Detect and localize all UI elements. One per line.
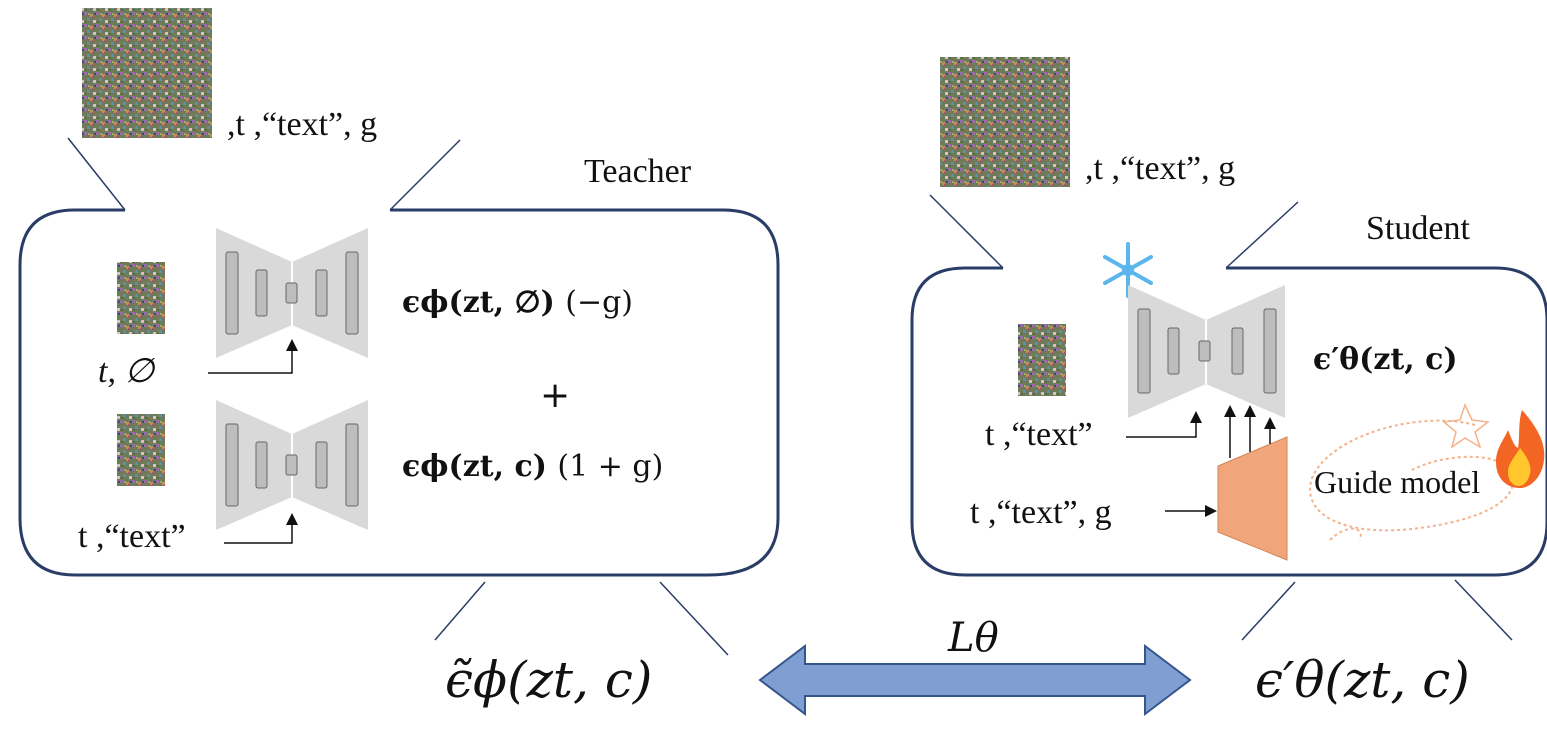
teacher-coef-cond: (1 + g) bbox=[557, 449, 664, 484]
student-noise-image bbox=[1018, 324, 1066, 396]
teacher-funnel-line-right bbox=[389, 139, 461, 211]
teacher-box bbox=[18, 208, 780, 577]
student-guide-cond-label: t ,“text”, g bbox=[970, 494, 1112, 531]
teacher-eps-cond: ϵϕ(zt, c) (1 + g) bbox=[402, 449, 664, 484]
teacher-coef-uncond: (−g) bbox=[565, 285, 634, 320]
teacher-funnel-line-left bbox=[67, 137, 126, 211]
loss-label: Lθ bbox=[948, 615, 999, 661]
teacher-uncond-cond-arrow bbox=[208, 339, 298, 374]
teacher-input-label: ,t ,“text”, g bbox=[227, 106, 378, 143]
student-unet-frozen bbox=[1128, 285, 1285, 418]
teacher-output-label: ϵ̃ϕ(zt, c) bbox=[445, 651, 653, 709]
guide-model-swirl bbox=[1309, 419, 1514, 541]
teacher-uncond-noise-image bbox=[117, 262, 165, 334]
teacher-cond-noise-image bbox=[117, 414, 165, 486]
teacher-unet-uncond bbox=[216, 228, 368, 358]
teacher-uncond-cond-label: t, ∅ bbox=[98, 353, 155, 390]
student-funnel-line-left bbox=[929, 194, 1004, 269]
teacher-eps-uncond: ϵϕ(zt, ∅) (−g) bbox=[402, 285, 634, 320]
star-doodle bbox=[1442, 402, 1490, 449]
teacher-unet-cond bbox=[216, 400, 368, 530]
student-funnel-line-right bbox=[1225, 201, 1299, 269]
teacher-text-cond-label: t ,“text” bbox=[78, 518, 186, 555]
student-input-label: ,t ,“text”, g bbox=[1085, 150, 1236, 187]
student-input-noise-image bbox=[940, 57, 1070, 187]
teacher-text-cond-arrow bbox=[224, 513, 298, 544]
teacher-output-line-left bbox=[434, 581, 486, 641]
guide-model-label: Guide model bbox=[1314, 464, 1481, 500]
student-box bbox=[910, 266, 1547, 577]
teacher-title: Teacher bbox=[584, 153, 692, 190]
teacher-input-noise-image bbox=[82, 8, 212, 138]
fire-icon bbox=[1496, 410, 1545, 488]
student-output-line-right bbox=[1454, 579, 1513, 641]
student-eps: ϵ′θ(zt, c) bbox=[1313, 342, 1458, 377]
guide-model-block bbox=[1217, 436, 1288, 561]
teacher-output-line-right bbox=[659, 581, 729, 656]
student-output-line-left bbox=[1241, 581, 1296, 641]
student-text-cond-arrow bbox=[1126, 411, 1202, 438]
student-title: Student bbox=[1366, 210, 1470, 247]
plus-sign: + bbox=[540, 375, 571, 416]
student-output-label: ϵ′θ(zt, c) bbox=[1255, 651, 1470, 709]
student-text-cond-label: t ,“text” bbox=[985, 416, 1093, 453]
loss-double-arrow bbox=[758, 643, 1192, 717]
